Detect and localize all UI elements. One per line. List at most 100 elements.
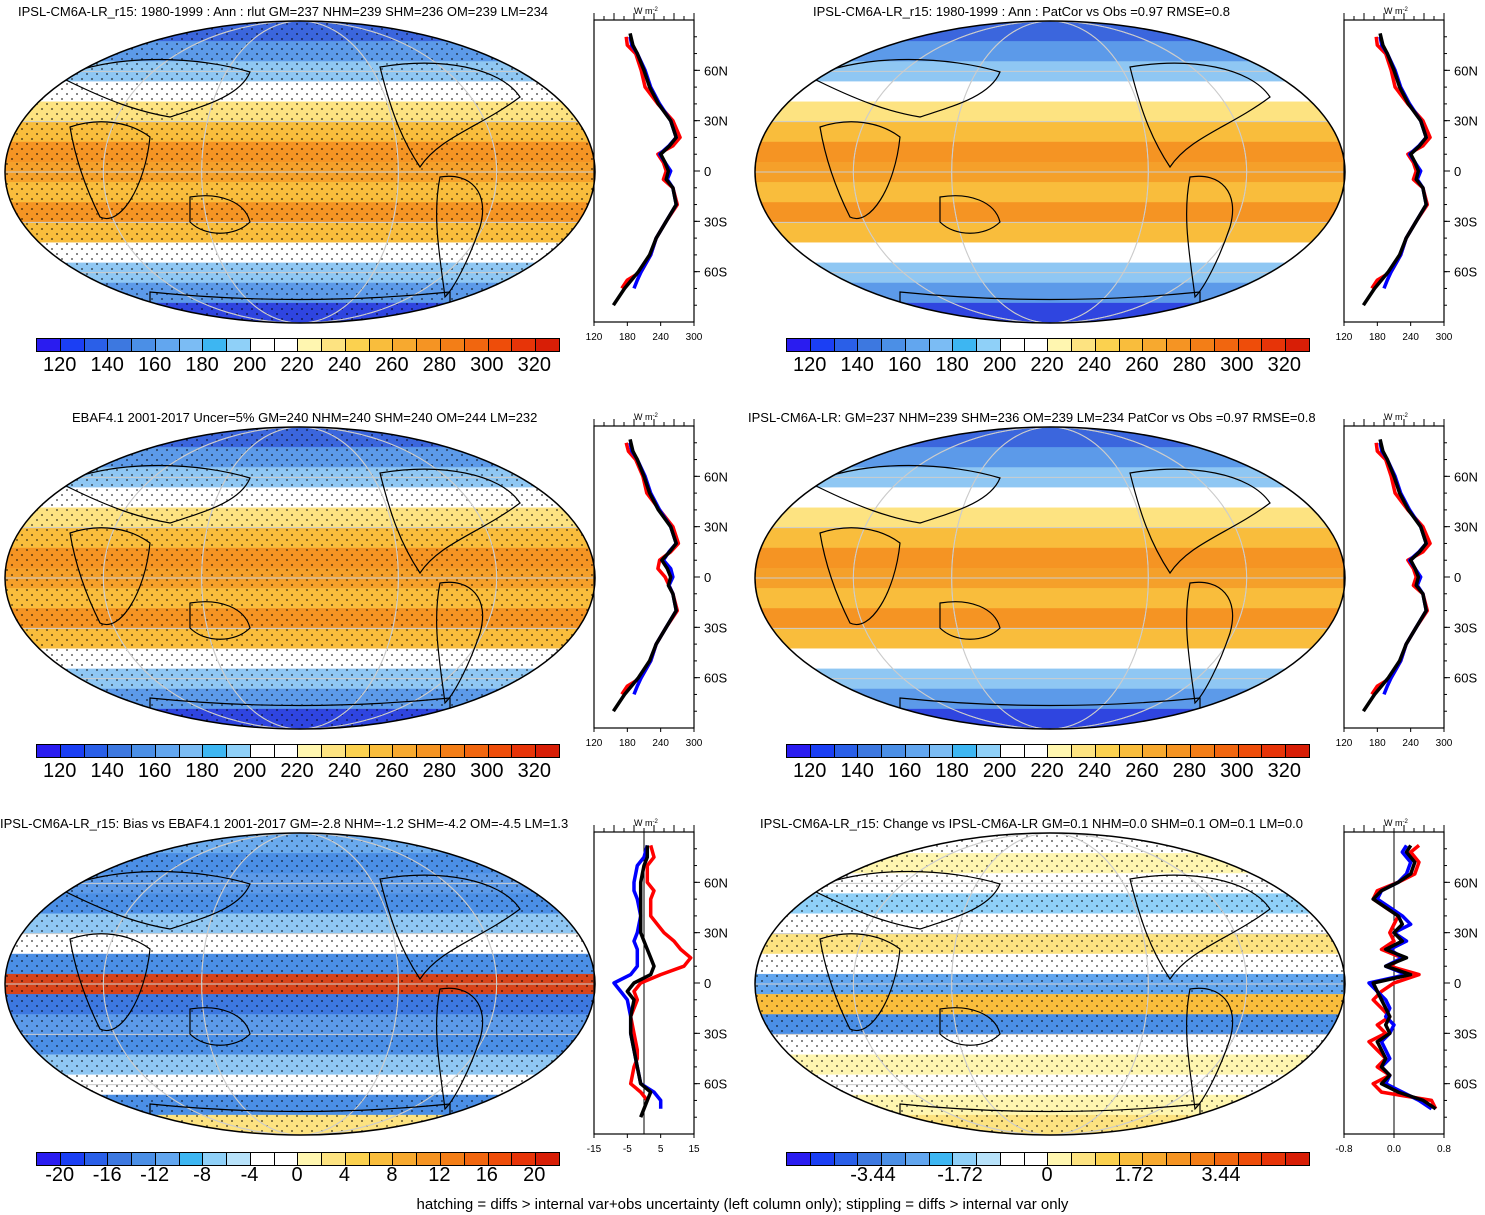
colorbar-tick-label: 260 xyxy=(375,354,409,376)
colorbar-swatch xyxy=(1119,339,1144,351)
zonal-profile-6: W m-2 60N 30N 0 30S 60S -0.8 0.0 0.8 xyxy=(1335,818,1477,1155)
lat-tick-label: 30S xyxy=(704,214,727,229)
x-tick-label: 5 xyxy=(658,1144,664,1155)
colorbar-5 xyxy=(36,1152,560,1166)
graticule-lon xyxy=(102,21,498,323)
colorbar-tick-label: 240 xyxy=(1077,760,1112,782)
colorbar-tick-label: -4 xyxy=(240,1164,259,1186)
lat-tick-label: 60N xyxy=(704,469,728,484)
map-band xyxy=(755,21,1345,43)
coastline xyxy=(1186,987,1234,1111)
x-tick-label: 240 xyxy=(1402,738,1419,749)
map-band xyxy=(755,487,1345,509)
colorbar-swatch xyxy=(60,745,85,757)
x-tick-label: 180 xyxy=(1369,738,1386,749)
graticule-lon xyxy=(852,21,1248,323)
lat-tick-label: 30N xyxy=(704,926,728,941)
coastline xyxy=(436,175,484,299)
map-band xyxy=(755,121,1345,143)
coastline xyxy=(899,291,1201,323)
colorbar-swatch xyxy=(393,339,418,351)
colorbar-swatch xyxy=(858,745,883,757)
graticule-lon xyxy=(102,427,498,729)
coastline xyxy=(189,195,251,234)
zonal-profile-2: W m-2 60N 30N 0 30S 60S 120 180 240 300 xyxy=(1336,6,1478,343)
coastline xyxy=(939,1007,1001,1046)
x-tick-label: 240 xyxy=(1402,332,1419,343)
colorbar-swatch xyxy=(179,339,204,351)
lat-tick-label: 30S xyxy=(1454,620,1477,635)
colorbar-swatch xyxy=(1072,745,1096,757)
colorbar-swatch xyxy=(298,745,323,757)
map-band xyxy=(755,202,1345,224)
colorbar-tick-label: 300 xyxy=(470,760,504,782)
colorbar-swatch xyxy=(536,339,559,351)
colorbar-swatch xyxy=(905,339,930,351)
graticule-lon xyxy=(201,833,399,1135)
colorbar-swatch xyxy=(322,1153,346,1165)
panel-6-title: IPSL-CM6A-LR_r15: Change vs IPSL-CM6A-LR… xyxy=(760,816,1303,831)
map-border xyxy=(4,832,596,1136)
map-band xyxy=(755,101,1345,123)
x-tick-label: 240 xyxy=(652,738,669,749)
coastline xyxy=(939,195,1001,234)
colorbar-tick-label: 200 xyxy=(982,760,1017,782)
colorbar-swatch xyxy=(810,339,835,351)
colorbar-tick-label: 200 xyxy=(982,354,1017,376)
unit-label: W m-2 xyxy=(634,818,658,828)
colorbar-swatch xyxy=(274,1153,299,1165)
colorbar-swatch xyxy=(1191,1153,1215,1165)
x-tick-label: 180 xyxy=(1369,332,1386,343)
lat-tick-label: 60N xyxy=(1454,469,1478,484)
coastline xyxy=(819,527,901,626)
unit-label: W m-2 xyxy=(634,412,658,422)
x-tick-label: 0.0 xyxy=(1387,1144,1401,1155)
colorbar-tick-label: 240 xyxy=(1077,354,1112,376)
colorbar-swatch xyxy=(1214,1153,1239,1165)
lat-tick-label: 0 xyxy=(1454,164,1461,179)
colorbar-tick-label: 260 xyxy=(375,760,409,782)
colorbar-swatch xyxy=(1286,339,1309,351)
colorbar-tick-label: 280 xyxy=(1172,760,1207,782)
coastline xyxy=(69,527,151,626)
colorbar-swatch xyxy=(882,1153,906,1165)
colorbar-tick-label: 220 xyxy=(1030,760,1064,782)
lat-tick-label: 60S xyxy=(704,671,727,686)
colorbar-swatch xyxy=(1262,1153,1287,1165)
colorbar-tick-label: 140 xyxy=(840,760,874,782)
colorbar-swatch xyxy=(977,745,1001,757)
graticule-lon xyxy=(201,427,399,729)
colorbar-tick-label: 220 xyxy=(280,354,314,376)
colorbar-swatch xyxy=(953,1153,978,1165)
colorbar-swatch xyxy=(441,1153,465,1165)
lat-tick-label: 30N xyxy=(704,520,728,535)
zonal-profile-5: W m-2 60N 30N 0 30S 60S -15 -5 5 15 xyxy=(587,818,728,1155)
x-tick-label: 300 xyxy=(1436,332,1453,343)
lat-tick-label: 30S xyxy=(704,620,727,635)
colorbar-swatch xyxy=(810,1153,835,1165)
colorbar-swatch xyxy=(787,1153,811,1165)
map-band xyxy=(755,141,1345,163)
colorbar-tick-label: 180 xyxy=(935,354,969,376)
colorbar-swatch xyxy=(882,339,906,351)
x-tick-label: 300 xyxy=(686,738,703,749)
colorbar-swatch xyxy=(84,1153,109,1165)
colorbar-tick-label: 0 xyxy=(291,1164,303,1186)
lat-tick-label: 60N xyxy=(1454,63,1478,78)
colorbar-tick-label: 1.72 xyxy=(1114,1164,1154,1186)
x-tick-label: 240 xyxy=(652,332,669,343)
colorbar-swatch xyxy=(322,339,346,351)
map-band xyxy=(755,81,1345,103)
colorbar-tick-label: 260 xyxy=(1125,760,1159,782)
lat-tick-label: 30N xyxy=(1454,114,1478,129)
colorbar-swatch xyxy=(1262,339,1287,351)
colorbar-swatch xyxy=(60,1153,85,1165)
colorbar-swatch xyxy=(345,745,370,757)
coastline xyxy=(808,464,1001,524)
map-band xyxy=(755,61,1345,83)
colorbar-tick-label: 300 xyxy=(470,354,504,376)
colorbar-swatch xyxy=(1143,339,1168,351)
map-panel-2 xyxy=(754,20,1346,324)
colorbar-swatch xyxy=(37,339,61,351)
x-tick-label: -0.8 xyxy=(1335,1144,1353,1155)
